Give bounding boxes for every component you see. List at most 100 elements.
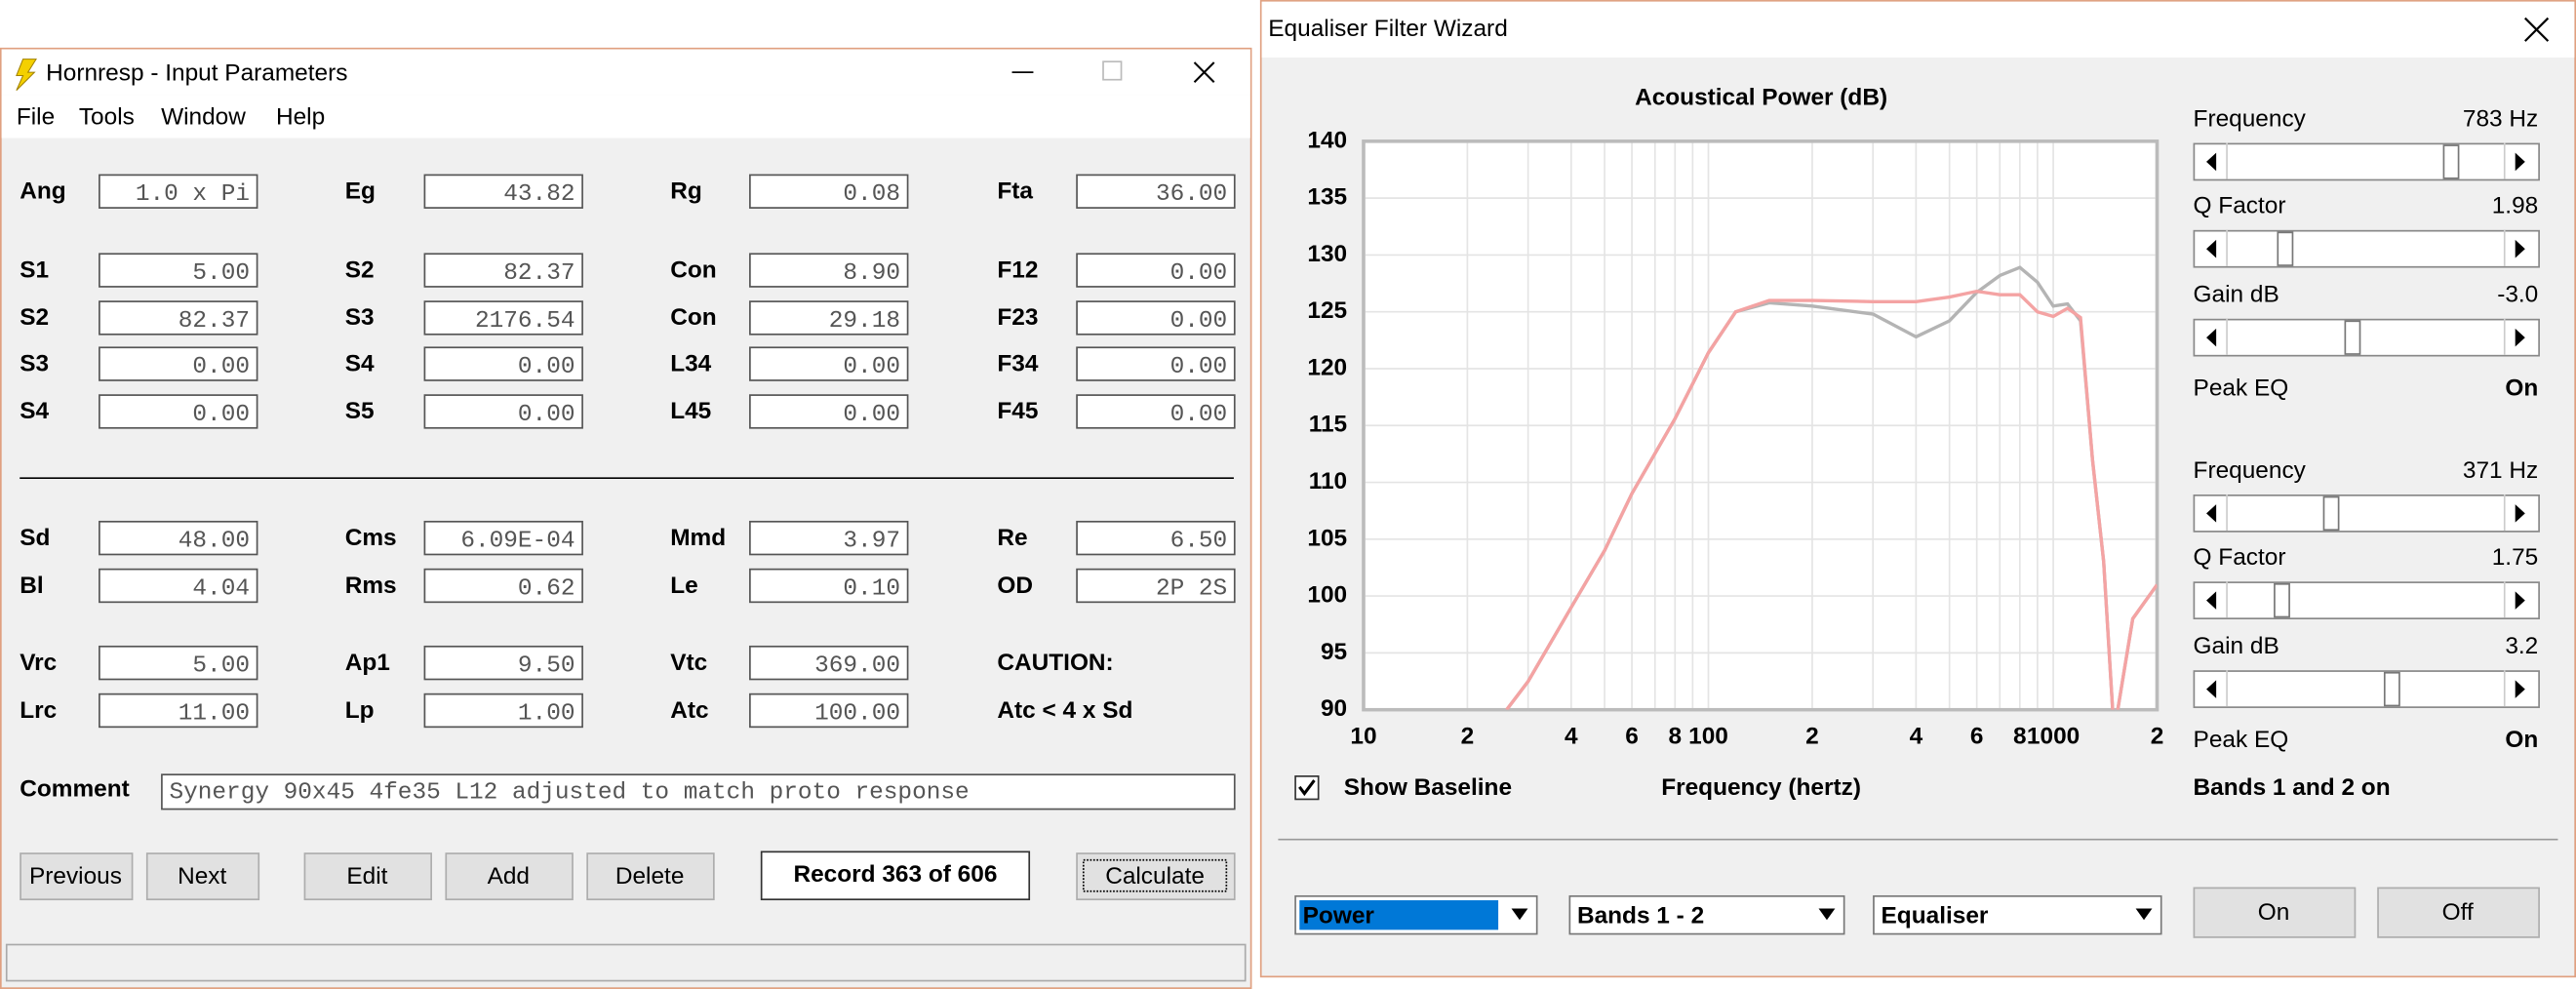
- comment-field[interactable]: [161, 773, 1236, 811]
- input-field[interactable]: [749, 253, 909, 288]
- slider-track[interactable]: [2193, 142, 2540, 181]
- input-field[interactable]: [423, 645, 583, 681]
- input-field[interactable]: [749, 174, 909, 209]
- button[interactable]: [303, 852, 432, 901]
- menu-item[interactable]: File: [17, 104, 55, 131]
- input-field[interactable]: [99, 692, 258, 729]
- input-field[interactable]: [749, 692, 909, 729]
- dropdown[interactable]: [1873, 894, 2162, 935]
- close[interactable]: [1193, 61, 1215, 83]
- input-field[interactable]: [99, 520, 258, 556]
- record-label: Record 363 of 606: [793, 861, 997, 888]
- peak-label: Peak EQ: [2194, 727, 2289, 753]
- slider-track[interactable]: [2193, 494, 2540, 533]
- button[interactable]: [2193, 887, 2357, 938]
- field-value: 0.00: [1170, 354, 1228, 380]
- menu-item[interactable]: Window: [161, 104, 246, 131]
- input-field[interactable]: [749, 568, 909, 604]
- slider-thumb[interactable]: [2277, 231, 2294, 266]
- slider-right-arrow[interactable]: [2515, 239, 2525, 258]
- input-field[interactable]: [423, 394, 583, 429]
- slider-thumb[interactable]: [2274, 582, 2290, 618]
- maximize[interactable]: [1102, 60, 1123, 81]
- slider-left-arrow[interactable]: [2206, 239, 2217, 258]
- input-field[interactable]: [99, 346, 258, 381]
- input-field[interactable]: [99, 174, 258, 209]
- button[interactable]: [2377, 887, 2540, 938]
- slider-left-arrow[interactable]: [2206, 680, 2217, 698]
- param-value: -3.0: [2497, 282, 2538, 308]
- slider-track[interactable]: [2193, 670, 2540, 708]
- button-label: Next: [178, 863, 226, 890]
- input-field[interactable]: [1076, 520, 1236, 556]
- input-field[interactable]: [99, 394, 258, 429]
- input-field[interactable]: [99, 568, 258, 604]
- input-field[interactable]: [1076, 394, 1236, 429]
- slider-left-arrow[interactable]: [2206, 504, 2217, 523]
- slider-track[interactable]: [2193, 318, 2540, 357]
- input-field[interactable]: [99, 300, 258, 336]
- field-value: 0.00: [1170, 260, 1228, 287]
- field-value: 0.00: [192, 354, 250, 380]
- button[interactable]: [586, 852, 715, 901]
- field-value: 5.00: [192, 260, 250, 287]
- button-label: Delete: [615, 863, 685, 890]
- input-field[interactable]: [423, 520, 583, 556]
- slider-thumb[interactable]: [2322, 495, 2340, 532]
- title-bar: [1261, 1, 2575, 58]
- button[interactable]: [145, 852, 260, 901]
- field-label: Rg: [670, 178, 702, 205]
- slider-right-arrow[interactable]: [2515, 591, 2525, 610]
- slider-thumb[interactable]: [2442, 144, 2460, 179]
- input-field[interactable]: [1076, 300, 1236, 336]
- y-tick-label: 95: [1321, 639, 1347, 665]
- input-field[interactable]: [749, 346, 909, 381]
- field-value: 0.10: [843, 575, 900, 602]
- input-field[interactable]: [749, 394, 909, 429]
- input-field[interactable]: [1076, 568, 1236, 604]
- x-tick-label: 6: [1625, 724, 1639, 750]
- input-field[interactable]: [423, 174, 583, 209]
- field-value: 100.00: [814, 700, 900, 727]
- field-value: 0.08: [843, 181, 900, 208]
- slider-right-arrow[interactable]: [2515, 328, 2525, 347]
- input-field[interactable]: [749, 300, 909, 336]
- slider-right-arrow[interactable]: [2515, 680, 2525, 698]
- field-value: 4.04: [192, 575, 250, 602]
- input-field[interactable]: [423, 300, 583, 336]
- field-value: 2P 2S: [1156, 575, 1227, 602]
- input-field[interactable]: [423, 692, 583, 729]
- field-value: 369.00: [814, 653, 900, 680]
- x-tick-label: 4: [1565, 724, 1578, 750]
- y-tick-label: 135: [1307, 184, 1347, 211]
- slider-left-arrow[interactable]: [2206, 328, 2217, 347]
- slider-right-arrow[interactable]: [2515, 152, 2525, 172]
- input-field[interactable]: [749, 645, 909, 681]
- input-field[interactable]: [1076, 346, 1236, 381]
- input-field[interactable]: [423, 346, 583, 381]
- input-field[interactable]: [1076, 174, 1236, 209]
- field-label: L45: [670, 398, 711, 424]
- input-field[interactable]: [423, 253, 583, 288]
- input-field[interactable]: [749, 520, 909, 556]
- slider-right-arrow[interactable]: [2515, 504, 2525, 523]
- y-tick-label: 110: [1309, 468, 1347, 494]
- slider-left-arrow[interactable]: [2206, 591, 2217, 610]
- input-field[interactable]: [99, 645, 258, 681]
- menu-item[interactable]: Tools: [79, 104, 135, 131]
- field-value: 48.00: [178, 529, 250, 555]
- dropdown[interactable]: [1568, 894, 1845, 935]
- input-field[interactable]: [423, 568, 583, 604]
- menu-item[interactable]: Help: [276, 104, 325, 131]
- input-field[interactable]: [1076, 253, 1236, 288]
- slider-left-arrow[interactable]: [2206, 152, 2217, 172]
- button[interactable]: [445, 852, 574, 901]
- slider-thumb[interactable]: [2383, 671, 2400, 707]
- input-field[interactable]: [99, 253, 258, 288]
- close[interactable]: [2524, 17, 2550, 42]
- slider-track[interactable]: [2193, 581, 2540, 620]
- slider-track[interactable]: [2193, 229, 2540, 268]
- field-value: 3.97: [843, 529, 900, 555]
- button[interactable]: [20, 852, 134, 901]
- slider-thumb[interactable]: [2344, 320, 2361, 355]
